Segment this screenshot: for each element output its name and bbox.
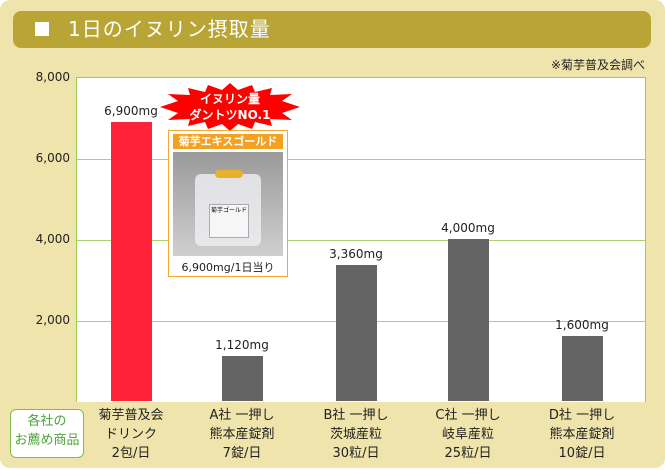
category-line: C社 一押し [435, 408, 501, 423]
category-label: B社 一押し 茨城産粒 30粒/日 [301, 406, 411, 463]
product-image: 菊芋ゴールド [173, 152, 283, 256]
category-line: 岐阜産粒 [441, 427, 494, 442]
no1-burst-badge: イヌリン量ダントツNO.1 [160, 83, 300, 131]
bar [448, 239, 489, 401]
ribbon-shape [215, 170, 243, 178]
category-line: 2包/日 [111, 446, 151, 461]
gridline [77, 159, 645, 160]
category-line: D社 一押し [548, 408, 616, 423]
burst-icon [160, 83, 300, 131]
y-tick-label: 4,000 [35, 232, 70, 246]
recommended-products-label: 各社の お薦め商品 [10, 409, 84, 458]
recommend-line: 各社の [27, 414, 67, 429]
category-line: 茨城産粒 [329, 427, 382, 442]
data-label: 1,120mg [215, 337, 269, 352]
category-line: 熊本産錠剤 [549, 427, 615, 442]
burst-line: イヌリン量 [199, 92, 260, 106]
category-label: D社 一押し 熊本産錠剤 10錠/日 [527, 406, 637, 463]
recommend-line: お薦め商品 [14, 433, 80, 448]
header-bar: 1日のイヌリン摂取量 [13, 11, 651, 48]
product-name: 菊芋エキスゴールド [173, 134, 283, 149]
category-line: ドリンク [104, 427, 157, 442]
data-label: 3,360mg [329, 246, 383, 261]
category-line: 25粒/日 [444, 446, 492, 461]
y-tick-label: 6,000 [35, 151, 70, 165]
product-card: 菊芋エキスゴールド 菊芋ゴールド 6,900mg/1日当り [168, 130, 288, 277]
category-label: C社 一押し 岐阜産粒 25粒/日 [413, 406, 523, 463]
data-label: 4,000mg [441, 221, 495, 235]
bar [336, 264, 377, 401]
category-line: 7錠/日 [222, 446, 262, 461]
product-caption: 6,900mg/1日当り [181, 261, 275, 274]
package-label: 菊芋ゴールド [209, 204, 249, 238]
category-label: 菊芋普及会ドリンク 2包/日 [76, 406, 186, 463]
bar [562, 336, 603, 401]
data-label: 1,600mg [555, 318, 609, 333]
category-line: B社 一押し [323, 408, 389, 423]
bar [111, 121, 152, 401]
category-line: 熊本産錠剤 [209, 427, 275, 442]
burst-line: ダントツNO.1 [189, 108, 271, 122]
category-line: 菊芋普及会 [98, 408, 164, 423]
y-tick-label: 8,000 [35, 70, 70, 84]
source-note: ※菊芋普及会調べ [550, 58, 645, 72]
category-line: 30粒/日 [332, 446, 380, 461]
gridline [77, 240, 645, 241]
category-line: A社 一押し [209, 408, 275, 423]
category-line: 10錠/日 [558, 446, 606, 461]
data-label: 6,900mg [104, 103, 158, 118]
category-label: A社 一押し 熊本産錠剤 7錠/日 [187, 406, 297, 463]
page-title: 1日のイヌリン摂取量 [68, 17, 271, 41]
y-tick-label: 2,000 [35, 313, 70, 327]
bar [222, 355, 263, 401]
square-icon [35, 22, 49, 36]
